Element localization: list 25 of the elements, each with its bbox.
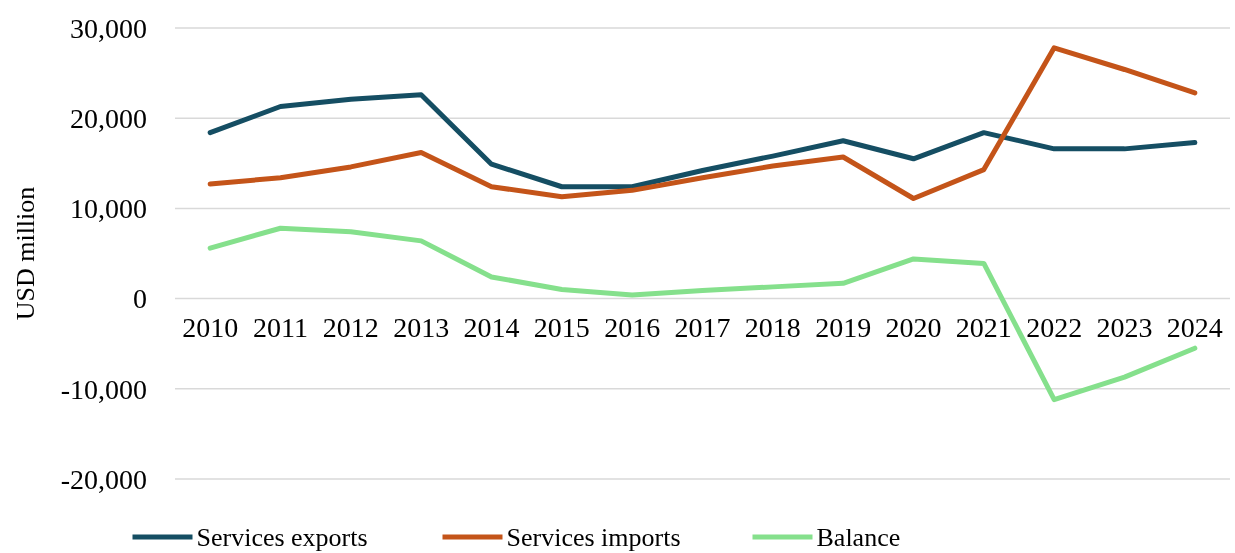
x-tick-label: 2021: [955, 311, 1012, 343]
y-tick-label: -10,000: [60, 373, 147, 405]
x-tick-label: 2011: [253, 311, 308, 343]
legend-label: Services imports: [506, 523, 681, 553]
x-tick-label: 2013: [393, 311, 450, 343]
legend-label: Services exports: [196, 523, 368, 553]
x-tick-label: 2012: [322, 311, 379, 343]
y-tick-label: 30,000: [70, 12, 147, 44]
x-tick-label: 2015: [533, 311, 590, 343]
y-tick-label: 20,000: [70, 103, 147, 134]
x-tick-label: 2014: [463, 311, 520, 343]
y-axis-title: USD million: [11, 186, 41, 321]
y-tick-label: 0: [133, 283, 147, 315]
x-tick-label: 2016: [604, 311, 661, 343]
y-tick-label: 10,000: [70, 193, 147, 225]
x-tick-label: 2020: [885, 311, 942, 343]
y-tick-label: -20,000: [60, 463, 147, 495]
legend-label: Balance: [816, 523, 901, 553]
x-tick-label: 2024: [1166, 311, 1223, 343]
x-tick-label: 2022: [1026, 311, 1083, 343]
x-tick-label: 2023: [1096, 311, 1153, 343]
x-tick-label: 2019: [815, 311, 872, 343]
x-tick-label: 2017: [674, 311, 731, 343]
x-tick-label: 2010: [182, 311, 239, 343]
x-tick-label: 2018: [744, 311, 801, 343]
